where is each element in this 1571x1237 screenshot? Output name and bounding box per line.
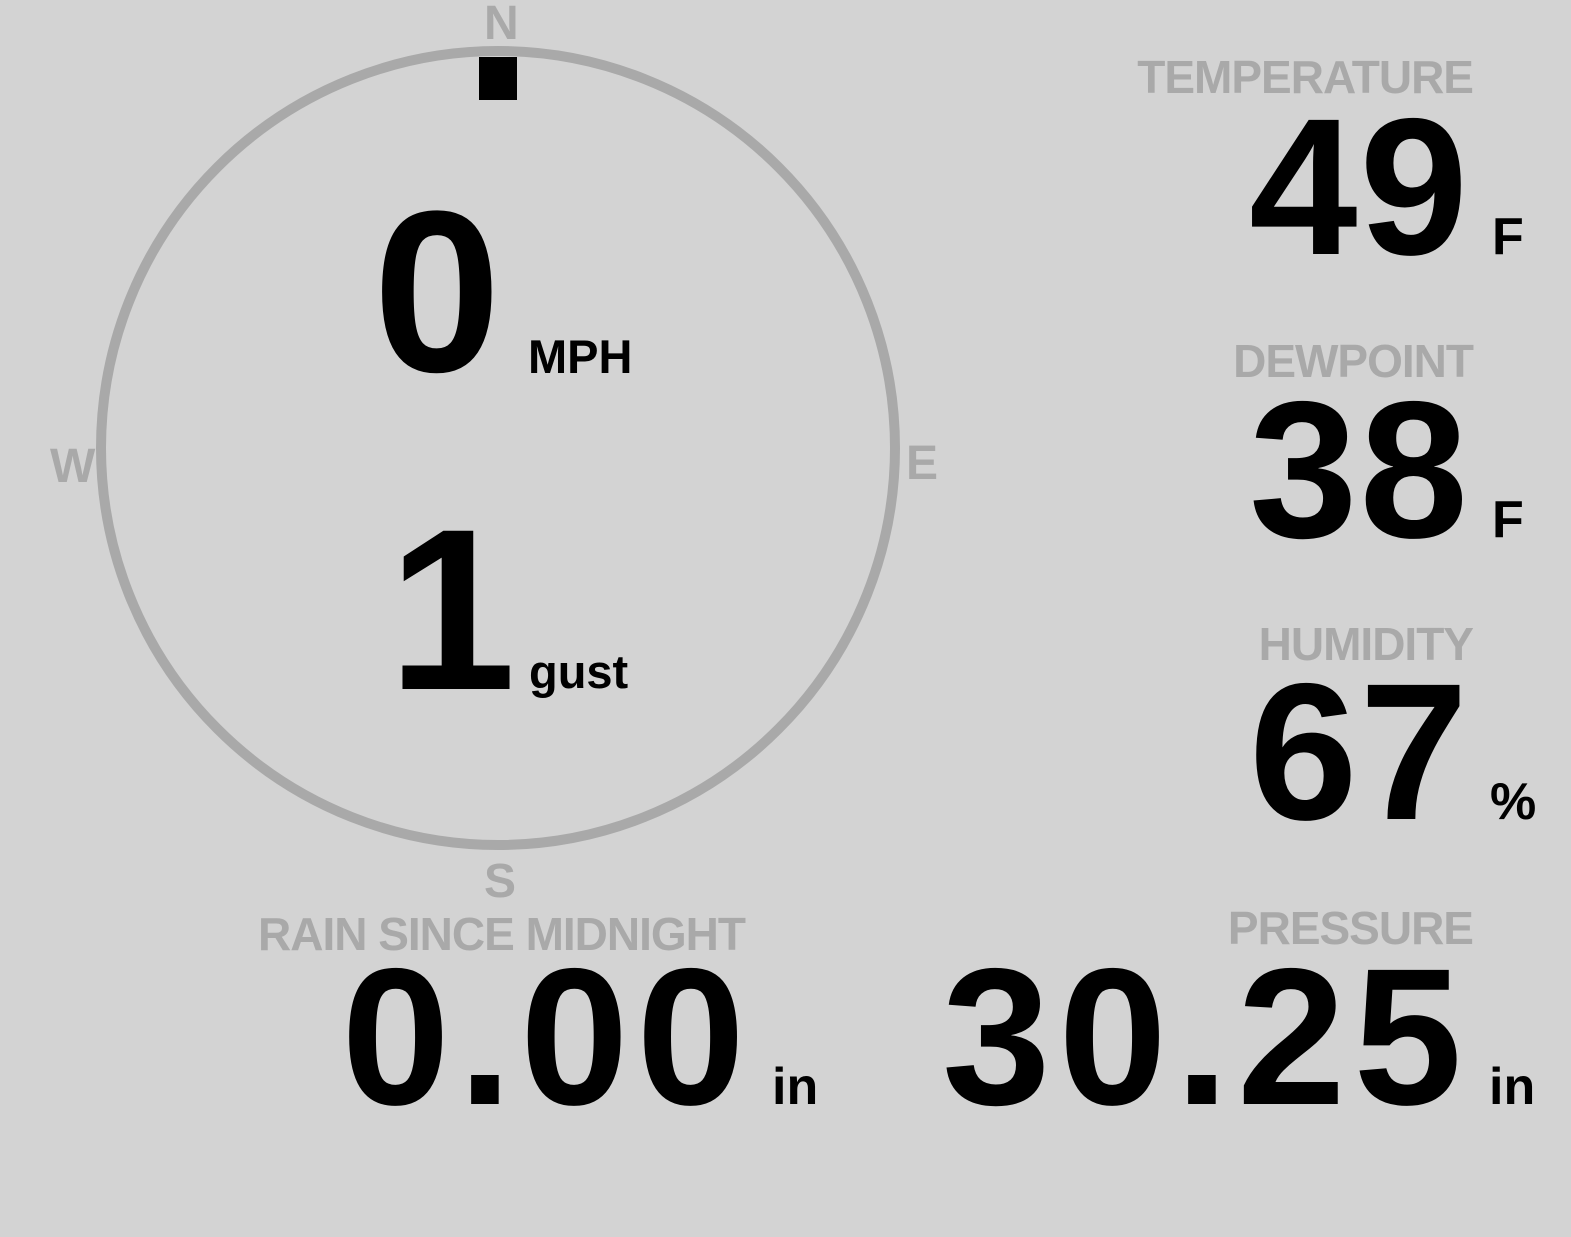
wind-speed-value: 0 [373,163,501,420]
compass-s: S [484,855,517,908]
humidity-value: 67 [1249,643,1470,861]
rain-value: 0.00 [341,928,753,1146]
dewpoint-unit: F [1492,491,1524,549]
temperature-label: TEMPERATURE [1137,51,1474,103]
compass-n: N [484,0,519,50]
wind-gust-label: gust [529,645,629,698]
humidity-label: HUMIDITY [1258,618,1474,670]
compass-w: W [50,440,96,493]
pressure-unit: in [1489,1058,1536,1116]
pressure-label: PRESSURE [1227,902,1474,954]
humidity-unit: % [1490,773,1537,831]
temperature-value: 49 [1249,78,1470,296]
compass-ring [96,46,900,850]
dewpoint-value: 38 [1249,361,1470,579]
rain-label: RAIN SINCE MIDNIGHT [258,908,746,960]
pressure-value: 30.25 [942,928,1470,1146]
compass-e: E [906,437,939,490]
wind-direction-marker [479,57,517,100]
wind-speed-unit: MPH [528,330,633,383]
dewpoint-label: DEWPOINT [1233,335,1474,387]
rain-unit: in [772,1058,819,1116]
wind-gust-value: 1 [388,481,516,738]
temperature-unit: F [1492,208,1524,266]
